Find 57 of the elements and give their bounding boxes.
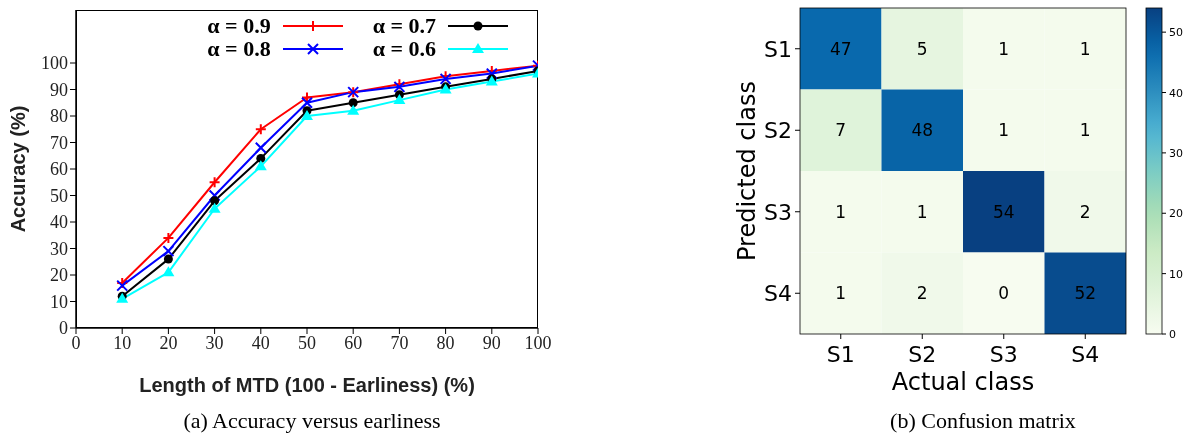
data-label: 1 xyxy=(1079,120,1091,141)
data-label: 47 xyxy=(829,38,852,59)
x-tick-label: S3 xyxy=(989,342,1018,367)
y-tick-label: 50 xyxy=(50,185,68,206)
y-tick-label: 60 xyxy=(50,159,68,180)
data-label: 2 xyxy=(1079,201,1091,222)
y-tick-label: 10 xyxy=(50,291,68,312)
data-label: 1 xyxy=(835,283,847,304)
data-label: 48 xyxy=(911,120,934,141)
y-tick-label: S1 xyxy=(764,36,792,62)
y-tick-label: 40 xyxy=(50,212,68,233)
y-axis-title: Predicted class xyxy=(733,81,761,261)
text: (a) Accuracy versus earliness xyxy=(182,408,442,434)
y-tick-label: 90 xyxy=(50,79,68,100)
y-tick-label: 20 xyxy=(50,265,68,286)
y-tick-label: S4 xyxy=(764,281,792,307)
x-tick-label: 60 xyxy=(344,332,363,353)
data-label: 5 xyxy=(916,38,928,59)
x-tick-label: 50 xyxy=(298,332,316,353)
x-tick-label: 10 xyxy=(113,332,132,353)
data-label: 2 xyxy=(916,283,928,304)
data-label: 1 xyxy=(1079,38,1091,59)
color-bar-label: 50 xyxy=(1169,26,1183,40)
x-tick-label: S1 xyxy=(826,342,855,367)
text: (b) Confusion matrix xyxy=(889,408,1077,434)
x-tick-label: 30 xyxy=(205,332,224,353)
x-tick-label: 0 xyxy=(71,332,81,353)
y-tick-label: 70 xyxy=(50,132,68,153)
y-tick-label: 0 xyxy=(59,318,68,339)
y-tick-label: 100 xyxy=(41,53,68,74)
x-tick-label: 70 xyxy=(390,332,409,353)
color-bar-label: 20 xyxy=(1169,207,1183,221)
x-tick-label: 100 xyxy=(524,332,552,353)
x-axis-title: Actual class xyxy=(891,368,1035,396)
data-label: 1 xyxy=(998,120,1010,141)
color-bar-label: 40 xyxy=(1169,86,1183,100)
x-tick-label: 80 xyxy=(436,332,455,353)
data-label: 54 xyxy=(992,201,1015,222)
data-label: 1 xyxy=(998,38,1010,59)
x-tick-label: 20 xyxy=(159,332,178,353)
data-label: 1 xyxy=(835,201,847,222)
y-tick-label: 80 xyxy=(50,106,68,127)
data-label: 52 xyxy=(1074,283,1097,304)
y-axis-title: Accuracy (%) xyxy=(7,105,30,233)
y-tick-label: S3 xyxy=(764,199,792,225)
x-tick-label: 40 xyxy=(251,332,270,353)
x-tick-label: S4 xyxy=(1071,342,1100,367)
color-bar-label: 30 xyxy=(1169,146,1183,160)
x-tick-label: S2 xyxy=(908,342,937,367)
data-label: 1 xyxy=(916,201,928,222)
color-bar-label: 10 xyxy=(1169,267,1183,281)
y-tick-label: S2 xyxy=(764,118,792,144)
data-label: 0 xyxy=(998,283,1010,304)
data-label: 7 xyxy=(835,120,847,141)
y-tick-label: 30 xyxy=(50,238,68,259)
x-axis-title: Length of MTD (100 - Earliness) (%) xyxy=(139,374,475,396)
x-tick-label: 90 xyxy=(482,332,501,353)
